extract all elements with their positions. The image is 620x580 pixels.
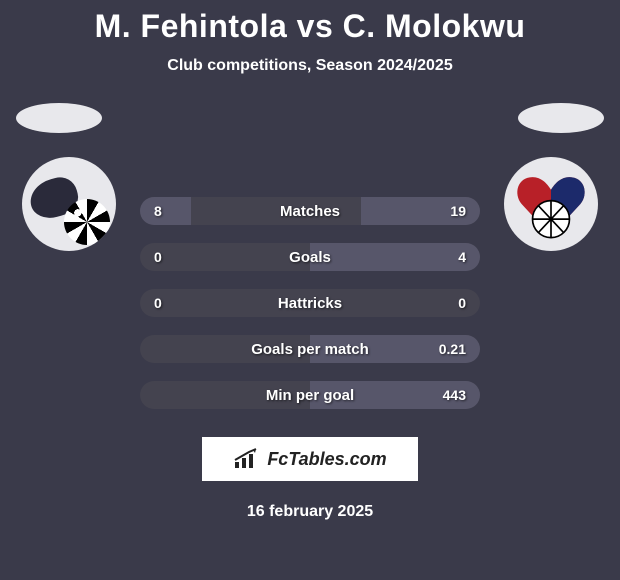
stat-left-value: 0	[154, 295, 162, 311]
stats-list: 8 Matches 19 0 Goals 4 0 Hattricks 0 Goa…	[140, 197, 480, 409]
brand-text: FcTables.com	[267, 449, 386, 470]
stat-bar-left	[140, 197, 191, 225]
stat-label: Min per goal	[266, 387, 354, 404]
player-1-club-badge	[22, 157, 116, 251]
player-2-oval	[518, 103, 604, 133]
stat-row-goals: 0 Goals 4	[140, 243, 480, 271]
date: 16 february 2025	[0, 503, 620, 521]
player-2-club-badge	[504, 157, 598, 251]
vs-text: vs	[297, 8, 334, 44]
stat-right-value: 443	[443, 387, 466, 403]
stat-right-value: 4	[458, 249, 466, 265]
stat-row-matches: 8 Matches 19	[140, 197, 480, 225]
stat-row-min-per-goal: Min per goal 443	[140, 381, 480, 409]
bar-chart-icon	[233, 448, 261, 470]
stat-right-value: 0	[458, 295, 466, 311]
stat-row-goals-per-match: Goals per match 0.21	[140, 335, 480, 363]
stat-left-value: 8	[154, 203, 162, 219]
player-2-name: C. Molokwu	[343, 8, 526, 44]
stat-row-hattricks: 0 Hattricks 0	[140, 289, 480, 317]
stat-right-value: 0.21	[439, 341, 466, 357]
player-1-name: M. Fehintola	[95, 8, 288, 44]
stat-label: Goals per match	[251, 341, 369, 358]
stat-label: Hattricks	[278, 295, 342, 312]
stat-label: Matches	[280, 203, 340, 220]
branding: FcTables.com	[202, 437, 418, 481]
stat-left-value: 0	[154, 249, 162, 265]
comparison-title: M. Fehintola vs C. Molokwu	[0, 0, 620, 45]
stat-right-value: 19	[450, 203, 466, 219]
subtitle: Club competitions, Season 2024/2025	[0, 57, 620, 75]
stat-label: Goals	[289, 249, 331, 266]
comparison-content: 8 Matches 19 0 Goals 4 0 Hattricks 0 Goa…	[0, 103, 620, 521]
stat-bar-right	[310, 243, 480, 271]
player-1-oval	[16, 103, 102, 133]
